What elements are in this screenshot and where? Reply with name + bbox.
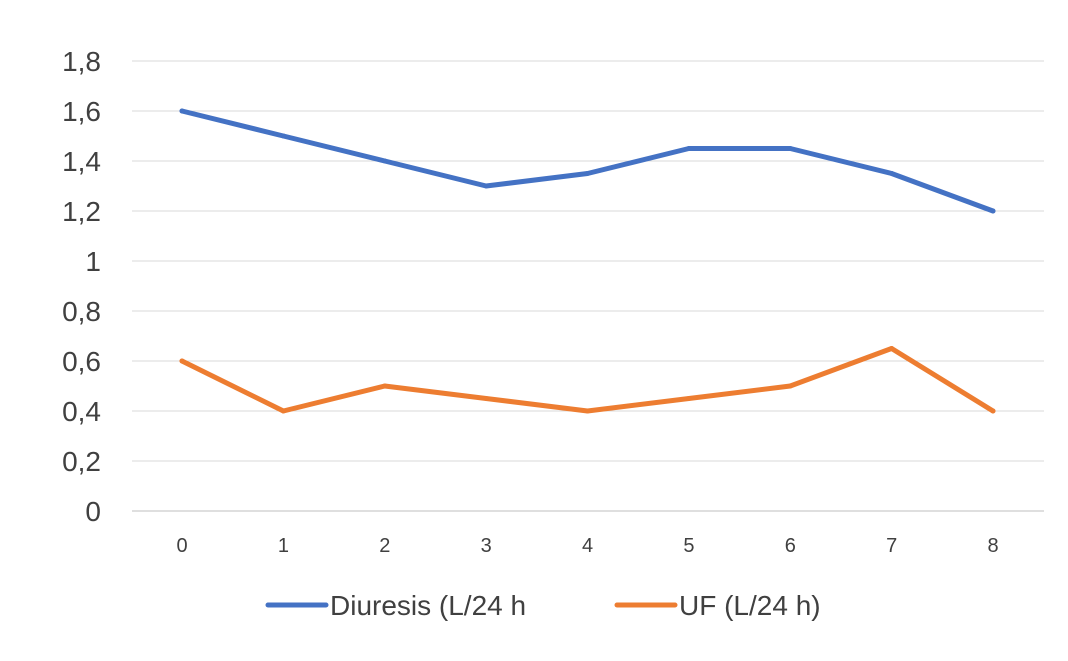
- data-point: [179, 358, 185, 364]
- legend-label: UF (L/24 h): [679, 590, 821, 621]
- data-point: [483, 396, 489, 401]
- data-point: [990, 208, 996, 214]
- data-point: [280, 133, 286, 139]
- y-tick-label: 0,2: [62, 446, 101, 477]
- x-tick-label: 6: [785, 535, 796, 557]
- y-tick-label: 1,8: [62, 46, 101, 77]
- data-point: [889, 171, 895, 176]
- data-point: [990, 408, 996, 414]
- series-lines: [179, 108, 996, 414]
- series-line-1: [179, 346, 996, 414]
- data-point: [686, 146, 692, 151]
- y-tick-label: 0,6: [62, 346, 101, 377]
- y-tick-label: 1: [85, 246, 101, 277]
- x-tick-label: 7: [886, 535, 897, 557]
- x-tick-label: 0: [176, 535, 187, 557]
- x-tick-label: 4: [582, 535, 593, 557]
- data-point: [179, 108, 185, 114]
- data-point: [686, 396, 692, 401]
- y-tick-label: 0,4: [62, 396, 101, 427]
- y-tick-label: 1,4: [62, 146, 101, 177]
- data-point: [585, 171, 590, 176]
- y-tick-label: 0,8: [62, 296, 101, 327]
- data-point: [280, 408, 286, 414]
- legend-item: UF (L/24 h): [614, 590, 821, 621]
- x-tick-label: 2: [379, 535, 390, 557]
- data-point: [889, 346, 895, 351]
- data-point: [787, 146, 793, 151]
- x-tick-label: 5: [683, 535, 694, 557]
- x-axis-ticks: 0 1 2 3 4 5 6 7 8: [176, 535, 998, 557]
- legend-item: Diuresis (L/24 h: [265, 590, 526, 621]
- y-tick-label: 1,6: [62, 96, 101, 127]
- data-point: [382, 158, 388, 164]
- x-tick-label: 1: [278, 535, 289, 557]
- data-point: [787, 383, 793, 389]
- data-point: [483, 183, 489, 189]
- y-tick-label: 0: [85, 496, 101, 527]
- gridlines: [132, 60, 1044, 512]
- y-tick-label: 1,2: [62, 196, 101, 227]
- legend-label: Diuresis (L/24 h: [330, 590, 526, 621]
- y-axis-ticks: 0 0,2 0,4 0,6 0,8 1 1,2 1,4 1,6 1,8: [62, 46, 101, 527]
- x-tick-label: 8: [987, 535, 998, 557]
- x-tick-label: 3: [481, 535, 492, 557]
- data-point: [585, 408, 590, 414]
- legend: Diuresis (L/24 h UF (L/24 h): [265, 590, 821, 621]
- data-point: [382, 383, 388, 389]
